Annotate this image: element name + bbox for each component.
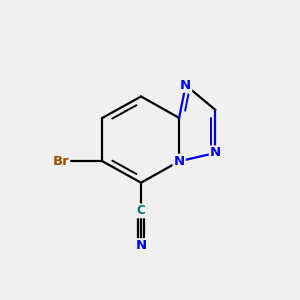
Text: C: C (137, 204, 146, 218)
Text: N: N (174, 155, 185, 168)
Text: N: N (180, 79, 191, 92)
Text: Br: Br (52, 155, 69, 168)
Text: N: N (136, 239, 147, 252)
Text: N: N (210, 146, 221, 160)
